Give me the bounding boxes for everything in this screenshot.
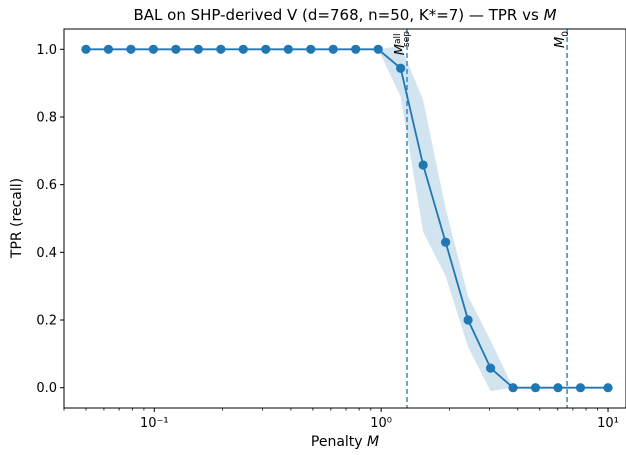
data-point [283,44,293,54]
data-point [463,315,473,325]
x-axis-label: Penalty M [311,434,379,450]
data-point [530,383,541,393]
axes: 0.0 0.2 0.4 0.6 0.8 1.0 10⁻¹ 10⁰ 10¹ [36,28,626,431]
y-axis-label: TPR (recall) [9,178,25,259]
chart-title: BAL on SHP-derived V (d=768, n=50, K*=7)… [133,6,556,24]
data-point [148,44,158,54]
data-point [351,44,361,54]
threshold-label-1: M0 [553,31,571,48]
data-point [328,44,338,54]
data-point [193,44,203,54]
y-tick-label: 1.0 [36,43,57,58]
y-tick-label: 0.4 [36,246,57,261]
data-point [216,44,226,54]
data-point [81,44,91,54]
y-tick-label: 0.6 [36,178,57,193]
data-point [306,44,316,54]
x-tick-label: 10¹ [597,416,619,431]
x-tick-label: 10⁰ [370,416,392,431]
data-point [261,44,271,54]
axes-frame [63,28,626,409]
data-point [171,44,181,54]
data-point [396,63,406,73]
data-point [418,160,428,170]
data-point [441,237,451,247]
data-point [575,383,586,393]
data-point [485,363,496,373]
data-point [508,383,518,393]
series-line [85,48,609,389]
data-point [373,44,383,54]
data-point [238,44,248,54]
y-tick-label: 0.0 [36,381,57,396]
confidence-band [85,45,609,392]
plot-area: Mallsep M0 [81,29,613,408]
y-tick-label: 0.2 [36,314,57,329]
y-tick-label: 0.8 [36,110,57,125]
data-point [103,44,114,54]
data-point [553,383,563,393]
threshold-label-0: Mallsep [393,31,412,55]
data-point [126,44,136,54]
x-tick-label: 10⁻¹ [140,416,169,431]
data-point [603,383,613,393]
